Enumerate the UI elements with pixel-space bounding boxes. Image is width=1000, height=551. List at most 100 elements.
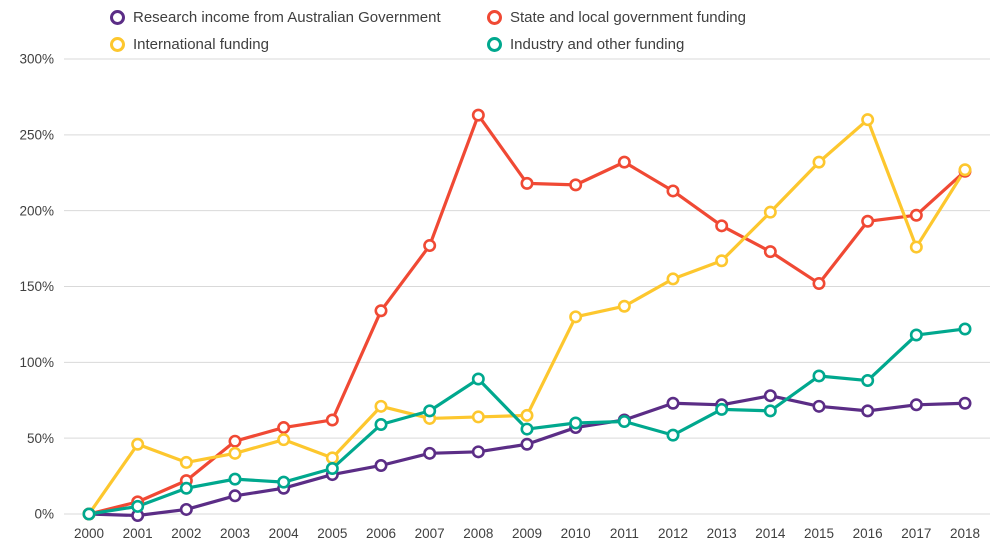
legend-marker-icon xyxy=(110,37,125,52)
series-marker xyxy=(666,396,680,410)
series-marker xyxy=(277,475,291,489)
y-axis-tick-label: 50% xyxy=(27,431,54,446)
series-marker xyxy=(715,254,729,268)
series-marker xyxy=(131,499,145,513)
x-axis-tick-label: 2014 xyxy=(755,526,786,541)
series-marker xyxy=(666,428,680,442)
series-marker xyxy=(812,369,826,383)
legend-item: State and local government funding xyxy=(487,7,746,28)
y-axis-tick-label: 100% xyxy=(19,355,54,370)
x-axis-tick-label: 2012 xyxy=(658,526,688,541)
series-marker xyxy=(520,422,534,436)
x-axis-tick-label: 2000 xyxy=(74,526,104,541)
series-marker xyxy=(471,108,485,122)
y-axis-tick-label: 250% xyxy=(19,128,54,143)
x-axis-tick-label: 2018 xyxy=(950,526,980,541)
x-axis-tick-label: 2008 xyxy=(463,526,493,541)
y-axis-tick-label: 150% xyxy=(19,279,54,294)
x-axis-tick-label: 2004 xyxy=(269,526,300,541)
series-marker xyxy=(958,396,972,410)
legend-marker-icon xyxy=(487,10,502,25)
series-marker xyxy=(812,399,826,413)
series-marker xyxy=(861,404,875,418)
series-marker xyxy=(569,416,583,430)
x-axis-tick-label: 2005 xyxy=(317,526,347,541)
series-marker xyxy=(82,507,96,521)
series-marker xyxy=(958,322,972,336)
x-axis-tick-label: 2006 xyxy=(366,526,396,541)
series-marker xyxy=(763,404,777,418)
series-marker xyxy=(909,240,923,254)
series-marker xyxy=(228,489,242,503)
series-marker xyxy=(520,408,534,422)
series-marker xyxy=(812,276,826,290)
series-marker xyxy=(228,434,242,448)
x-axis-tick-label: 2016 xyxy=(853,526,883,541)
series-marker xyxy=(325,461,339,475)
legend-item: Research income from Australian Governme… xyxy=(110,7,487,28)
series-marker xyxy=(861,374,875,388)
x-axis-tick-label: 2007 xyxy=(415,526,445,541)
legend-label: Industry and other funding xyxy=(510,36,685,53)
series-marker xyxy=(958,163,972,177)
legend-marker-icon xyxy=(487,37,502,52)
x-axis-tick-label: 2001 xyxy=(123,526,153,541)
series-marker xyxy=(861,214,875,228)
x-axis-tick-label: 2013 xyxy=(707,526,737,541)
series-marker xyxy=(374,418,388,432)
legend: Research income from Australian Governme… xyxy=(110,7,746,55)
x-axis-tick-label: 2003 xyxy=(220,526,250,541)
series-marker xyxy=(228,446,242,460)
series-marker xyxy=(179,502,193,516)
series-marker xyxy=(617,299,631,313)
series-marker xyxy=(277,433,291,447)
series-marker xyxy=(228,472,242,486)
y-axis-tick-label: 200% xyxy=(19,203,54,218)
series-marker xyxy=(861,113,875,127)
series-marker xyxy=(617,414,631,428)
series-marker xyxy=(131,437,145,451)
series-marker xyxy=(179,455,193,469)
series-marker xyxy=(909,208,923,222)
x-axis-tick-label: 2017 xyxy=(901,526,931,541)
series-marker xyxy=(666,272,680,286)
legend-marker-icon xyxy=(110,10,125,25)
series-marker xyxy=(569,178,583,192)
series-marker xyxy=(471,372,485,386)
series-marker xyxy=(325,451,339,465)
series-marker xyxy=(179,481,193,495)
series-marker xyxy=(763,205,777,219)
series-marker xyxy=(715,402,729,416)
legend-label: State and local government funding xyxy=(510,9,746,26)
series-marker xyxy=(374,304,388,318)
series-marker xyxy=(569,310,583,324)
series-marker xyxy=(471,410,485,424)
x-axis-tick-label: 2002 xyxy=(171,526,201,541)
series-marker xyxy=(423,404,437,418)
series-line xyxy=(87,113,967,516)
y-axis-tick-label: 0% xyxy=(34,507,54,522)
legend-label: International funding xyxy=(133,36,269,53)
legend-item: Industry and other funding xyxy=(487,34,746,55)
series-marker xyxy=(666,184,680,198)
series-marker xyxy=(277,421,291,435)
series-marker xyxy=(471,445,485,459)
x-axis-tick-label: 2009 xyxy=(512,526,542,541)
series-marker xyxy=(325,413,339,427)
series-marker xyxy=(374,458,388,472)
legend-item: International funding xyxy=(110,34,487,55)
series-marker xyxy=(423,239,437,253)
series-marker xyxy=(374,399,388,413)
series-marker xyxy=(617,155,631,169)
series-marker xyxy=(812,155,826,169)
series-marker xyxy=(423,446,437,460)
x-axis-tick-label: 2011 xyxy=(610,526,639,541)
series-marker xyxy=(763,245,777,259)
x-axis-tick-label: 2010 xyxy=(561,526,591,541)
legend-label: Research income from Australian Governme… xyxy=(133,9,441,26)
series-marker xyxy=(763,389,777,403)
series-marker xyxy=(909,398,923,412)
y-axis-tick-label: 300% xyxy=(19,52,54,67)
